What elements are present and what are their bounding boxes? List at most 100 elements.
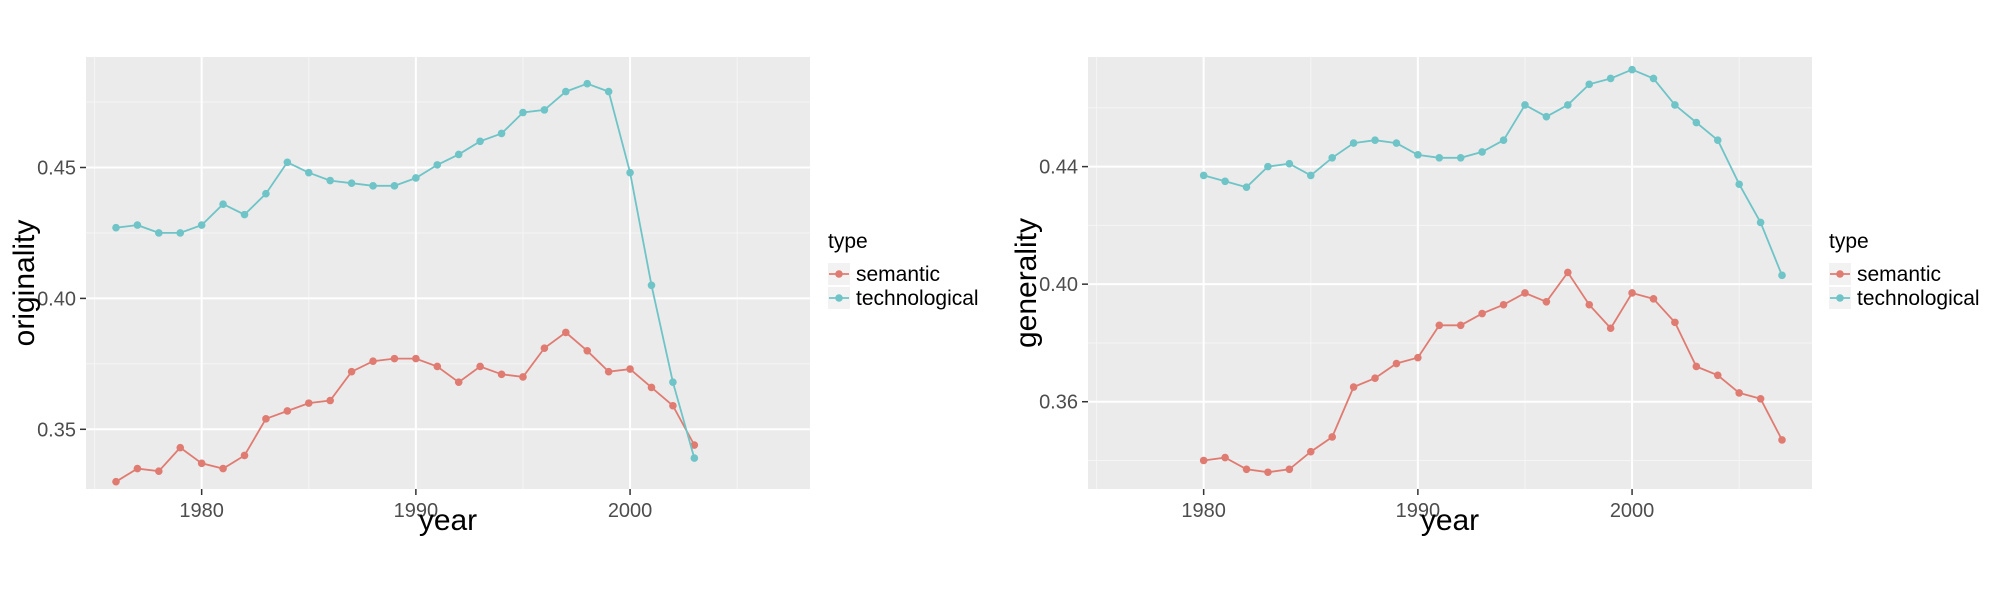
data-point-semantic <box>1693 363 1701 371</box>
data-point-technological <box>1478 148 1486 156</box>
data-point-semantic <box>455 378 463 386</box>
data-point-technological <box>305 169 313 177</box>
data-point-semantic <box>1328 433 1336 441</box>
plot-background <box>1088 57 1812 489</box>
data-point-semantic <box>1543 298 1551 306</box>
data-point-technological <box>1650 75 1658 83</box>
data-point-technological <box>1671 101 1679 109</box>
data-point-semantic <box>562 329 570 337</box>
data-point-semantic <box>648 384 656 392</box>
legend-label: semantic <box>1857 263 1941 286</box>
data-point-technological <box>112 224 120 232</box>
data-point-technological <box>219 200 227 208</box>
data-point-technological <box>412 174 420 182</box>
legend-key-point <box>835 294 843 302</box>
data-point-semantic <box>1350 383 1358 391</box>
data-point-technological <box>1200 172 1208 180</box>
x-tick-label: 1980 <box>1181 500 1226 522</box>
data-point-semantic <box>519 373 527 381</box>
y-tick-label: 0.35 <box>37 419 76 441</box>
data-point-technological <box>605 88 613 96</box>
data-point-technological <box>1521 101 1529 109</box>
data-point-technological <box>1350 139 1358 147</box>
data-point-technological <box>326 177 334 185</box>
data-point-technological <box>1243 183 1251 191</box>
chart-panel-2: 1980199020000.360.400.44yeargeneralityty… <box>1010 57 1980 537</box>
data-point-technological <box>1414 151 1422 159</box>
data-point-semantic <box>1371 374 1379 382</box>
data-point-semantic <box>605 368 613 376</box>
data-point-technological <box>1543 113 1551 121</box>
data-point-semantic <box>284 407 292 415</box>
data-point-semantic <box>1585 301 1593 309</box>
data-point-semantic <box>198 460 206 468</box>
data-point-technological <box>1264 163 1272 171</box>
legend-title: type <box>1829 230 1869 253</box>
data-point-technological <box>498 130 506 138</box>
data-point-technological <box>455 151 463 159</box>
data-point-technological <box>669 378 677 386</box>
data-point-semantic <box>476 363 484 371</box>
data-point-semantic <box>1286 466 1294 474</box>
data-point-technological <box>1607 75 1615 83</box>
data-point-semantic <box>326 397 334 405</box>
data-point-technological <box>1371 136 1379 144</box>
data-point-semantic <box>176 444 184 452</box>
y-axis-title: originality <box>8 220 41 347</box>
data-point-semantic <box>1500 301 1508 309</box>
data-point-semantic <box>1757 395 1765 403</box>
data-point-semantic <box>541 344 549 352</box>
data-point-semantic <box>1607 324 1615 332</box>
data-point-technological <box>198 221 206 229</box>
data-point-semantic <box>1521 289 1529 297</box>
y-tick-label: 0.40 <box>1039 274 1078 296</box>
data-point-technological <box>1735 180 1743 188</box>
data-point-semantic <box>1564 269 1572 277</box>
x-tick-label: 1980 <box>179 500 224 522</box>
data-point-technological <box>583 80 591 88</box>
data-point-semantic <box>305 399 313 407</box>
data-point-technological <box>284 158 292 166</box>
data-point-technological <box>433 161 441 169</box>
chart-panel-1: 1980199020000.350.400.45yearoriginalityt… <box>8 57 979 537</box>
legend-label: semantic <box>856 263 940 286</box>
data-point-technological <box>1393 139 1401 147</box>
data-point-semantic <box>1221 454 1229 462</box>
legend-label: technological <box>856 287 979 310</box>
data-point-semantic <box>433 363 441 371</box>
y-tick-label: 0.44 <box>1039 157 1078 179</box>
data-point-semantic <box>1307 448 1315 456</box>
data-point-semantic <box>112 478 120 486</box>
data-point-technological <box>1714 136 1722 144</box>
data-point-semantic <box>1478 310 1486 318</box>
plot-background <box>86 57 810 489</box>
legend-key-point <box>1836 294 1844 302</box>
data-point-semantic <box>1414 354 1422 362</box>
data-point-semantic <box>391 355 399 363</box>
data-point-technological <box>691 454 699 462</box>
y-axis-title: generality <box>1010 218 1043 348</box>
legend: type semantictechnological <box>1829 230 1980 310</box>
x-tick-label: 2000 <box>608 500 653 522</box>
data-point-semantic <box>369 357 377 365</box>
data-point-technological <box>1307 172 1315 180</box>
data-point-semantic <box>669 402 677 410</box>
legend-key-point <box>835 270 843 278</box>
y-tick-label: 0.36 <box>1039 392 1078 414</box>
data-point-semantic <box>1457 322 1465 330</box>
x-axis-title: year <box>419 504 477 537</box>
data-point-technological <box>1778 272 1786 280</box>
data-point-semantic <box>1200 457 1208 465</box>
legend-key-point <box>1836 270 1844 278</box>
data-point-technological <box>155 229 163 237</box>
data-point-technological <box>262 190 270 198</box>
legend-label: technological <box>1857 287 1980 310</box>
data-point-semantic <box>1435 322 1443 330</box>
data-point-semantic <box>1264 468 1272 476</box>
data-point-technological <box>1628 66 1636 74</box>
data-point-technological <box>541 106 549 114</box>
data-point-technological <box>1457 154 1465 162</box>
legend: typesemantictechnological <box>828 230 979 310</box>
